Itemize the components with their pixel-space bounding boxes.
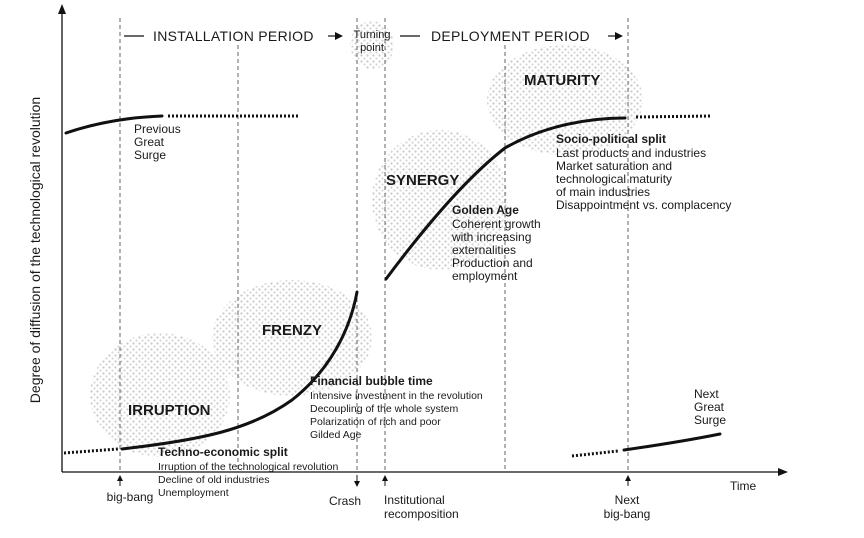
phase-irruption: IRRUPTION: [128, 402, 211, 419]
bubble-line: Gilded Age: [310, 429, 362, 441]
crash-label: Crash: [329, 494, 361, 508]
installation-dotted: [63, 447, 119, 455]
institutional-label-2: recomposition: [384, 507, 459, 521]
bubble-title: Financial bubble time: [310, 374, 433, 388]
golden-age-block: Golden Age Coherent growth with increasi…: [451, 203, 541, 283]
deployment-dotted: [635, 114, 713, 119]
bubble-line: Polarization of rich and poor: [310, 416, 441, 428]
event-markers: big-bang Crash Institutional recompositi…: [107, 475, 651, 521]
frenzy-blob: [212, 280, 372, 396]
techno-split-line: Irruption of the technological revolutio…: [158, 461, 339, 473]
next-surge-line-2: Great: [694, 400, 725, 414]
installation-period-label: INSTALLATION PERIOD: [153, 28, 314, 44]
installation-curve: [120, 290, 359, 451]
bubble-line: Decoupling of the whole system: [310, 403, 458, 415]
socio-split-line: of main industries: [556, 185, 650, 199]
techno-split-line: Decline of old industries: [158, 474, 269, 486]
period-header: INSTALLATION PERIOD Turning point DEPLOY…: [124, 28, 623, 54]
institutional-label-1: Institutional: [384, 493, 445, 507]
golden-age-line: Coherent growth: [452, 217, 541, 231]
socio-political-split-block: Socio-political split Last products and …: [556, 132, 731, 212]
socio-split-line: Disappointment vs. complacency: [556, 198, 731, 212]
synergy-blob: [372, 130, 508, 270]
next-big-bang-label-1: Next: [615, 493, 640, 507]
maturity-blob: [487, 45, 643, 155]
techno-economic-split-block: Techno-economic split Irruption of the t…: [158, 445, 339, 499]
next-surge-line-1: Next: [694, 387, 719, 401]
golden-age-line: externalities: [452, 243, 516, 257]
irruption-blob: [90, 333, 230, 457]
axes: [58, 4, 788, 476]
financial-bubble-block: Financial bubble time Intensive investme…: [310, 374, 483, 441]
techno-split-line: Unemployment: [158, 487, 229, 499]
next-surge-curve: [622, 432, 722, 452]
golden-age-title: Golden Age: [452, 203, 519, 217]
turning-point-label-2: point: [360, 42, 384, 54]
bubble-line: Intensive investment in the revolution: [310, 390, 483, 402]
previous-surge-curve: [64, 114, 164, 135]
previous-surge-line-3: Surge: [134, 148, 166, 162]
turning-point-label-1: Turning: [354, 29, 391, 41]
x-axis-label: Time: [730, 479, 757, 493]
turning-point-blob: [350, 21, 394, 69]
golden-age-line: employment: [452, 269, 518, 283]
phase-maturity: MATURITY: [524, 72, 600, 89]
golden-age-line: with increasing: [451, 230, 531, 244]
deployment-period-label: DEPLOYMENT PERIOD: [431, 28, 590, 44]
big-bang-label: big-bang: [107, 490, 154, 504]
next-big-bang-label-2: big-bang: [604, 507, 651, 521]
phase-frenzy: FRENZY: [262, 322, 322, 339]
techno-split-title: Techno-economic split: [158, 445, 288, 459]
next-surge-dotted: [571, 449, 619, 458]
socio-split-title: Socio-political split: [556, 132, 666, 146]
previous-surge-line-1: Previous: [134, 122, 181, 136]
socio-split-line: technological maturity: [556, 172, 672, 186]
socio-split-line: Market saturation and: [556, 159, 672, 173]
phase-synergy: SYNERGY: [386, 172, 459, 189]
previous-surge-line-2: Great: [134, 135, 165, 149]
phase-blobs: [90, 21, 643, 457]
socio-split-line: Last products and industries: [556, 146, 706, 160]
golden-age-line: Production and: [452, 256, 533, 270]
y-axis-label: Degree of diffusion of the technological…: [27, 97, 43, 403]
next-surge-line-3: Surge: [694, 413, 726, 427]
surge-curves: [63, 114, 722, 458]
deployment-curve: [384, 116, 627, 281]
